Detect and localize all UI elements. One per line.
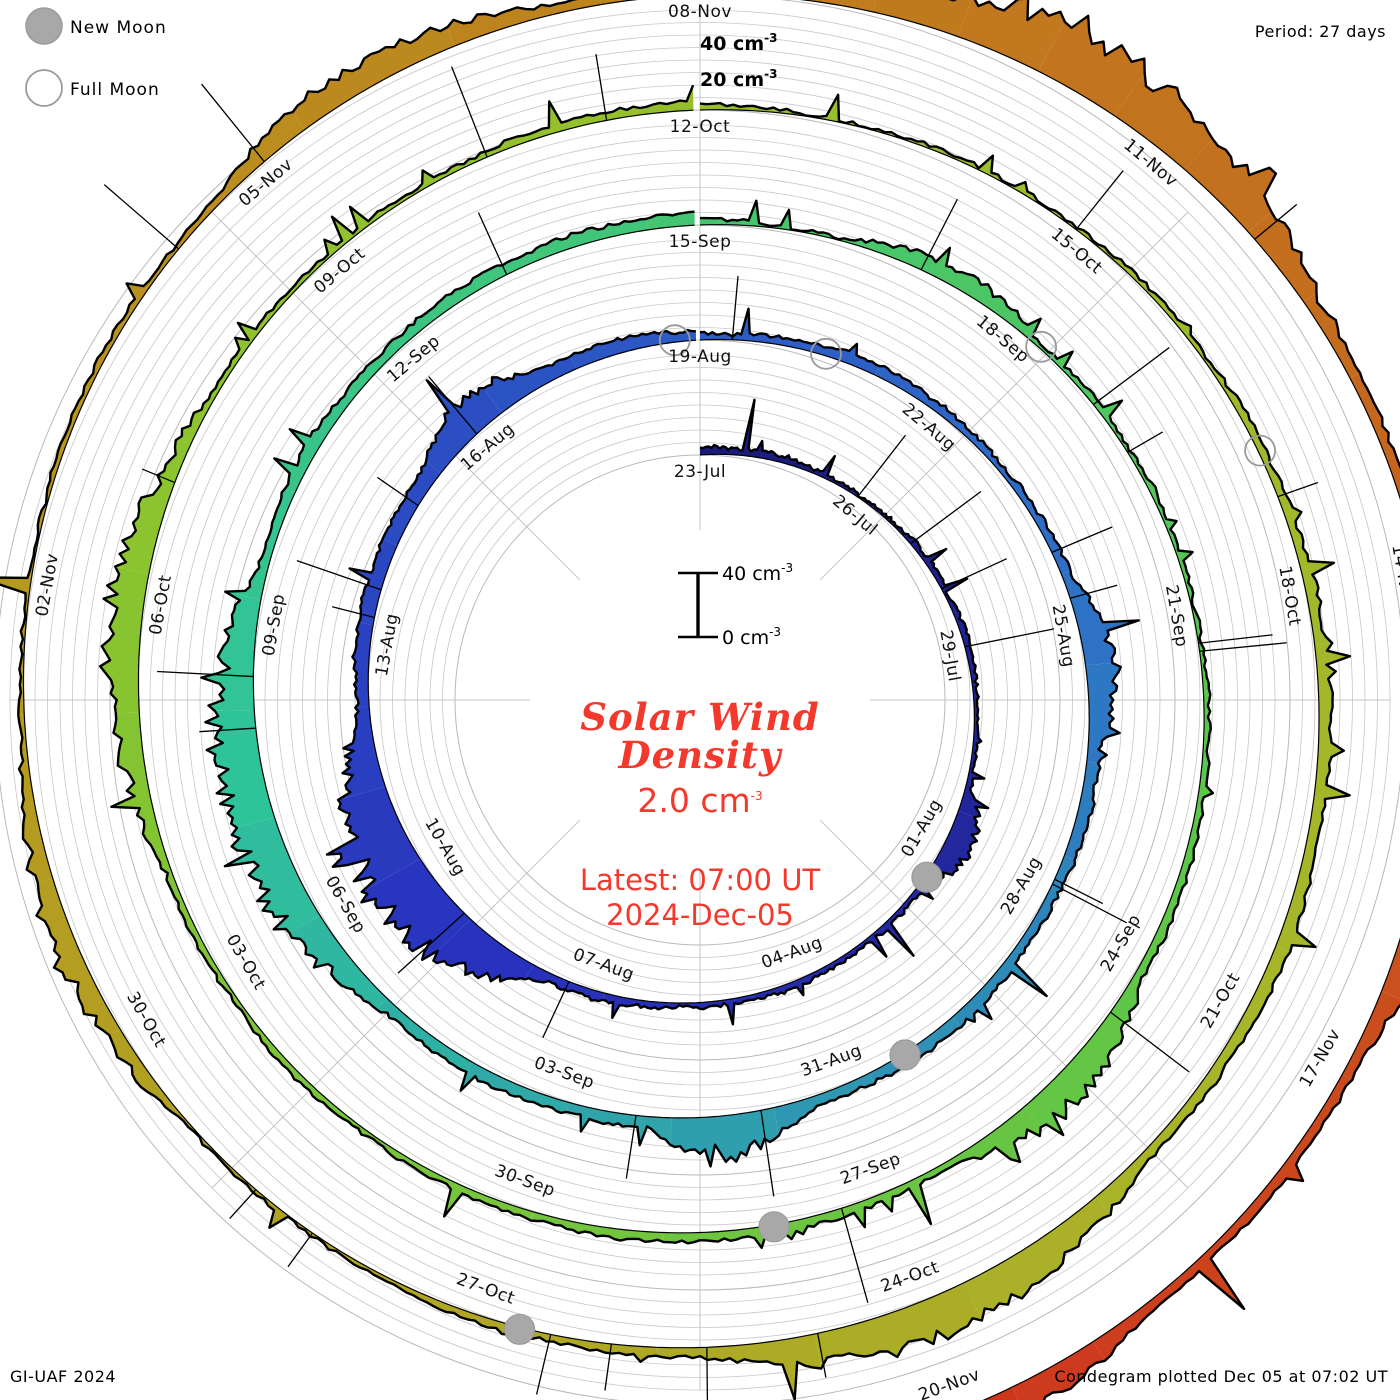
credit-label: GI-UAF 2024: [10, 1367, 117, 1386]
date-label: 14-Nov: [1387, 543, 1400, 609]
moon-markers: [503, 324, 1276, 1345]
center-value: 2.0 cm-3: [637, 781, 762, 820]
period-label: Period: 27 days: [1254, 22, 1386, 41]
full-moon-marker: [1244, 434, 1276, 467]
date-label: 26-Jul: [828, 491, 881, 540]
center-latest-date: 2024-Dec-05: [606, 898, 794, 932]
new-moon-marker: [758, 1211, 790, 1243]
full-moon-icon: [25, 69, 63, 107]
date-label: 08-Nov: [668, 2, 732, 22]
center-annotation: Solar Wind Density 2.0 cm-3 Latest: 07:0…: [580, 695, 821, 932]
new-moon-marker: [889, 1039, 921, 1071]
center-title-line1: Solar Wind: [580, 695, 820, 739]
legend: New Moon Full Moon: [25, 7, 167, 107]
center-latest-time: Latest: 07:00 UT: [580, 863, 821, 897]
date-label: 29-Jul: [935, 628, 964, 683]
new-moon-marker: [503, 1313, 536, 1345]
full-moon-marker: [658, 324, 691, 357]
radial-axis-labels: 40 cm-3 20 cm-3: [700, 31, 777, 91]
date-label: 21-Sep: [1161, 583, 1192, 648]
date-label: 23-Jul: [674, 462, 726, 482]
plotted-timestamp-label: Condegram plotted Dec 05 at 07:02 UT: [1054, 1367, 1388, 1386]
date-label: 21-Oct: [1197, 969, 1245, 1032]
date-label: 15-Sep: [669, 232, 732, 252]
date-label: 06-Oct: [146, 573, 176, 636]
scale-bar: 40 cm-3 0 cm-3: [678, 561, 793, 649]
date-label: 19-Aug: [668, 347, 732, 367]
legend-label-new-moon: New Moon: [70, 18, 167, 38]
date-label: 18-Oct: [1274, 564, 1304, 627]
full-moon-marker: [1025, 330, 1057, 363]
scale-bar-top-label: 40 cm-3: [722, 561, 793, 585]
scale-bar-bottom-label: 0 cm-3: [722, 625, 781, 649]
radial-tick-40: 40 cm-3: [700, 31, 777, 55]
full-moon-marker: [810, 337, 842, 370]
radial-tick-20: 20 cm-3: [700, 67, 777, 91]
center-title-line2: Density: [617, 733, 783, 777]
date-label: 12-Oct: [670, 117, 731, 137]
new-moon-icon: [25, 7, 63, 45]
date-label: 25-Aug: [1048, 603, 1079, 669]
legend-label-full-moon: Full Moon: [70, 80, 160, 100]
date-label: 15-Oct: [1047, 224, 1106, 278]
date-label: 18-Sep: [972, 312, 1033, 368]
new-moon-marker: [911, 861, 943, 893]
date-label: 20-Nov: [916, 1365, 983, 1400]
